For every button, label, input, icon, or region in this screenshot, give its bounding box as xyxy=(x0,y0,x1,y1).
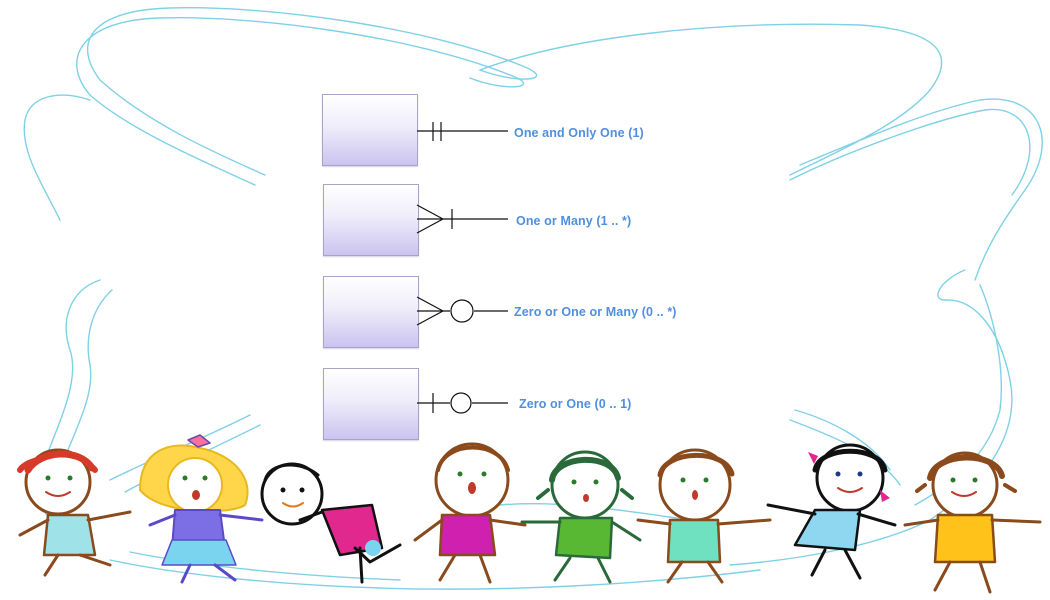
entity-box-zero-or-one-or-many xyxy=(323,276,419,348)
child-1 xyxy=(17,448,132,577)
zero-or-one-or-many-symbol xyxy=(416,296,508,326)
child-4 xyxy=(413,442,527,584)
label-zero-or-one: Zero or One (0 .. 1) xyxy=(519,397,632,411)
child-5 xyxy=(520,450,642,584)
entity-box-zero-or-one xyxy=(323,368,419,440)
child-7 xyxy=(766,443,897,580)
zero-or-one-symbol xyxy=(417,392,508,414)
one-or-many-symbol xyxy=(416,204,508,234)
child-6 xyxy=(636,448,772,584)
child-2 xyxy=(139,434,264,584)
label-one-or-many: One or Many (1 .. *) xyxy=(516,214,632,228)
label-one-and-only-one: One and Only One (1) xyxy=(514,126,644,140)
label-zero-or-one-or-many: Zero or One or Many (0 .. *) xyxy=(514,305,677,319)
child-3 xyxy=(260,462,402,584)
entity-box-one-or-many xyxy=(323,184,419,256)
entity-box-one-and-only-one xyxy=(322,94,418,166)
one-and-only-one-symbol xyxy=(417,122,508,141)
child-8 xyxy=(903,451,1042,594)
